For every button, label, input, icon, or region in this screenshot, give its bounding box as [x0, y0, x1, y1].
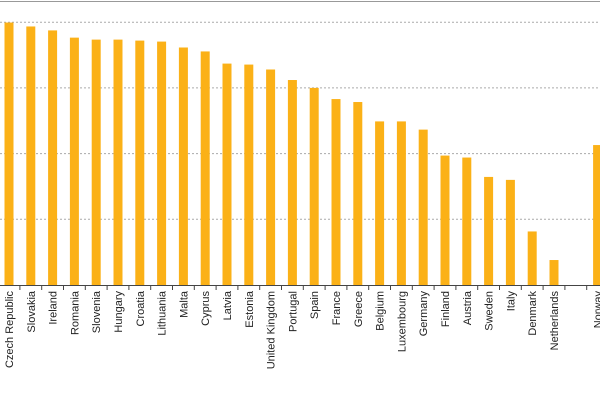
bar — [440, 155, 450, 285]
x-tick-label: Ireland — [48, 291, 60, 325]
x-tick-label: Italy — [505, 291, 517, 312]
x-tick-label: Finland — [440, 291, 452, 327]
bar — [113, 39, 123, 285]
x-tick-label: Lithuania — [157, 290, 169, 336]
bar — [244, 64, 254, 285]
x-tick-label: Germany — [418, 291, 430, 337]
bar — [287, 80, 297, 286]
x-tick-label: Slovakia — [26, 290, 38, 332]
bar — [549, 260, 559, 285]
bar — [26, 26, 36, 286]
x-tick-label: Hungary — [113, 291, 125, 333]
bar — [91, 39, 101, 285]
x-tick-label: Portugal — [287, 291, 299, 332]
x-tick-label: Latvia — [222, 290, 234, 320]
x-tick-label: Estonia — [244, 290, 256, 328]
bar — [135, 40, 145, 285]
bar — [375, 121, 385, 285]
x-tick-label: Denmark — [527, 291, 539, 336]
x-tick-label: Netherlands — [549, 291, 561, 351]
bar — [48, 30, 58, 285]
bar — [331, 99, 341, 285]
bar — [396, 121, 406, 285]
bar — [200, 51, 210, 286]
x-tick-label: Spain — [309, 291, 321, 319]
bar — [484, 176, 494, 285]
bar — [4, 22, 14, 285]
bar — [178, 47, 188, 285]
x-tick-label: Belgium — [375, 291, 387, 331]
x-tick-label: Croatia — [135, 290, 147, 326]
x-tick-label: Romania — [69, 290, 81, 335]
x-tick-label: Luxembourg — [396, 291, 408, 352]
bar — [462, 157, 472, 285]
bar — [505, 179, 515, 285]
bar — [418, 129, 428, 285]
bar — [527, 231, 537, 285]
x-tick-label: Czech Republic — [4, 291, 16, 369]
x-tick-label: Malta — [178, 290, 190, 318]
bar — [593, 145, 600, 285]
x-tick-label: Cyprus — [200, 291, 212, 326]
bar — [222, 63, 232, 285]
bar — [353, 102, 363, 285]
x-tick-label: Greece — [353, 291, 365, 327]
x-tick-label: United Kingdom — [266, 291, 278, 369]
bar — [69, 37, 79, 286]
x-tick-label: Slovenia — [91, 290, 103, 333]
bar — [157, 41, 167, 286]
x-tick-label: Norway — [593, 291, 600, 329]
bar — [309, 87, 319, 286]
x-tick-label: Austria — [462, 290, 474, 325]
x-tick-label: France — [331, 291, 343, 325]
x-tick-label: Sweden — [484, 291, 496, 331]
bar — [266, 69, 276, 285]
